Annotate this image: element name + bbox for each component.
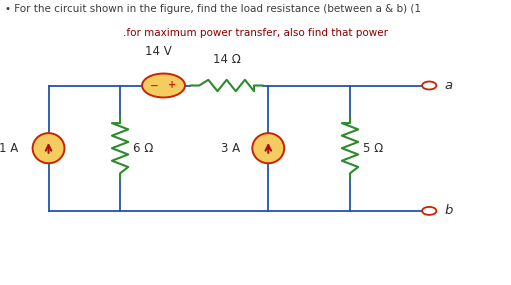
Text: b: b	[444, 204, 452, 217]
Text: 3 A: 3 A	[221, 142, 240, 155]
Text: 5 Ω: 5 Ω	[363, 142, 383, 155]
Text: +: +	[168, 80, 176, 91]
Text: a: a	[444, 79, 452, 92]
Text: 6 Ω: 6 Ω	[133, 142, 153, 155]
Ellipse shape	[252, 133, 284, 163]
Ellipse shape	[33, 133, 64, 163]
Circle shape	[422, 207, 436, 215]
Text: −: −	[150, 80, 159, 91]
Text: 14 V: 14 V	[145, 45, 172, 58]
Text: 1 A: 1 A	[0, 142, 18, 155]
Circle shape	[142, 74, 185, 97]
Text: • For the circuit shown in the figure, find the load resistance (between a & b) : • For the circuit shown in the figure, f…	[5, 4, 421, 14]
Circle shape	[422, 82, 436, 89]
Text: 14 Ω: 14 Ω	[213, 52, 241, 66]
Text: .for maximum power transfer, also find that power: .for maximum power transfer, also find t…	[123, 28, 388, 38]
